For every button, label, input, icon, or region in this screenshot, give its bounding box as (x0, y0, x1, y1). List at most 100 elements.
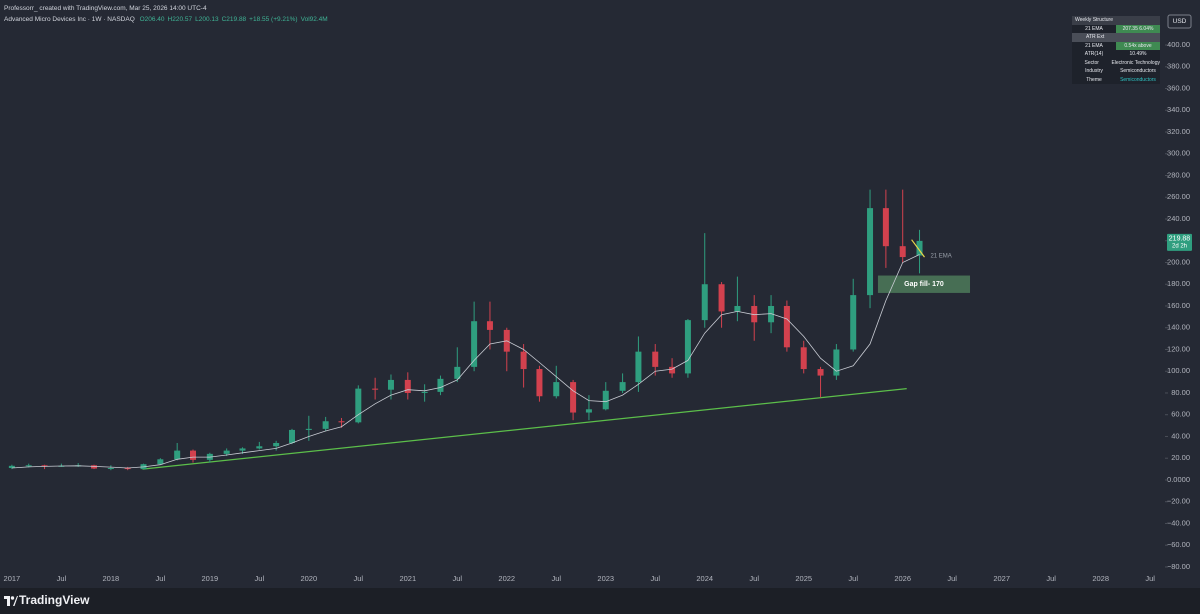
table-row: ATR Ext (1072, 33, 1160, 42)
projection-line (911, 239, 925, 258)
ohlc-value: L200.13 (195, 16, 219, 23)
table-cell: Theme (1086, 76, 1102, 83)
x-tick-label: 2020 (300, 574, 317, 583)
candle-body (437, 378, 444, 392)
symbol-legend: Advanced Micro Devices Inc · 1W · NASDAQ… (4, 14, 331, 25)
y-tick-label: −20.00 (1167, 497, 1190, 506)
y-tick-label: 160.00 (1167, 301, 1190, 310)
y-tick-label: 100.00 (1167, 366, 1190, 375)
ohlc-value: C219.88 (221, 16, 247, 23)
candle-body (520, 351, 527, 370)
x-tick-label: 2024 (696, 574, 713, 583)
x-tick-label: 2027 (993, 574, 1010, 583)
y-tick-label: 140.00 (1167, 323, 1190, 332)
table-cell: ATR Ext (1086, 34, 1105, 40)
x-tick-label: 2021 (399, 574, 416, 583)
candle-body (25, 465, 32, 467)
x-tick-label: Jul (156, 574, 166, 583)
candle-body (190, 450, 197, 460)
y-tick-label: 340.00 (1167, 105, 1190, 114)
gap-label: Gap fill- 170 (904, 281, 944, 288)
y-tick-label: −40.00 (1167, 518, 1190, 527)
y-tick-label: 300.00 (1167, 149, 1190, 158)
y-tick-label: 380.00 (1167, 62, 1190, 71)
y-tick-label: 60.00 (1171, 410, 1190, 419)
ohlc-value: H220.57 (167, 16, 193, 23)
table-cell: Semiconductors (1120, 68, 1156, 74)
x-tick-label: Jul (650, 574, 660, 583)
ohlc-value: +18.55 (+9.21%) (249, 16, 298, 23)
x-tick-label: Jul (1046, 574, 1056, 583)
candle-body (536, 369, 543, 397)
candle-body (223, 450, 230, 454)
candle-body (305, 428, 312, 430)
y-tick-label: 0.0000 (1167, 475, 1190, 484)
currency-button[interactable] (1167, 14, 1192, 29)
table-cell: Industry (1085, 68, 1103, 74)
candle-body (768, 305, 775, 323)
x-tick-label: Jul (848, 574, 858, 583)
table-row: 21 EMA 207.35 6.04% (1072, 24, 1160, 33)
candle-body (850, 295, 857, 350)
candle-body (734, 305, 741, 312)
brand-name: TradingView (19, 593, 90, 607)
y-tick-label: 200.00 (1167, 257, 1190, 266)
gap-zone (877, 275, 971, 293)
x-tick-label: Jul (947, 574, 957, 583)
x-tick-label: 2023 (597, 574, 614, 583)
candle-body (421, 391, 428, 393)
table-cell: Semiconductors (1120, 76, 1156, 83)
candle-body (585, 409, 592, 413)
candle-body (635, 351, 642, 383)
x-tick-label: 2022 (498, 574, 515, 583)
candle-body (322, 421, 329, 429)
candle-body (124, 468, 131, 470)
candle-body (338, 421, 345, 423)
candle-body (867, 208, 874, 296)
y-tick-label: 400.00 (1167, 40, 1190, 49)
ema-line (11, 254, 920, 469)
candle-body (882, 208, 889, 247)
table-cell: 0.54x above (1116, 41, 1160, 50)
countdown: 2d 2h (1172, 243, 1187, 249)
table-cell: 10.49% (1129, 51, 1147, 57)
x-tick-label: Jul (749, 574, 759, 583)
table-row: ATR(14) 10.49% (1072, 50, 1160, 59)
symbol-line: Advanced Micro Devices Inc · 1W · NASDAQ (4, 16, 135, 23)
candle-body (486, 321, 493, 330)
x-tick-label: Jul (57, 574, 67, 583)
candle-body (817, 369, 824, 376)
y-tick-label: −60.00 (1167, 540, 1190, 549)
candle-body (91, 465, 98, 469)
last-price-badge (1167, 233, 1192, 251)
table-row: 21 EMA 0.54x above (1072, 41, 1160, 50)
trendline (142, 388, 907, 470)
currency-label[interactable]: USD (1173, 18, 1187, 25)
table-cell: Sector (1084, 59, 1099, 66)
candle-body (684, 320, 691, 374)
table-row: Industry Semiconductors (1072, 67, 1160, 76)
ema-label: 21 EMA (930, 254, 951, 260)
table-row: Sector Electronic Technology (1072, 59, 1160, 68)
last-price: 219.88 (1169, 236, 1191, 243)
candle-body (833, 349, 840, 376)
y-tick-label: 260.00 (1167, 192, 1190, 201)
table-row: Theme Semiconductors (1072, 76, 1160, 85)
y-tick-label: 360.00 (1167, 83, 1190, 92)
y-tick-label: 240.00 (1167, 214, 1190, 223)
candle-body (454, 366, 461, 379)
header: Professorr_ created with TradingView.com… (4, 3, 331, 25)
footer: TradingView (0, 588, 1200, 614)
candle-body (669, 366, 676, 374)
candle-body (602, 390, 609, 410)
table-cell: 207.35 6.04% (1116, 24, 1160, 33)
attribution: Professorr_ created with TradingView.com… (4, 5, 207, 12)
candle-body (471, 321, 478, 367)
y-tick-label: 40.00 (1171, 431, 1190, 440)
x-tick-label: 2028 (1092, 574, 1109, 583)
candle-body (256, 446, 263, 449)
x-tick-label: 2019 (201, 574, 218, 583)
y-tick-label: 80.00 (1171, 388, 1190, 397)
x-tick-label: 2025 (795, 574, 812, 583)
x-tick-label: Jul (452, 574, 462, 583)
